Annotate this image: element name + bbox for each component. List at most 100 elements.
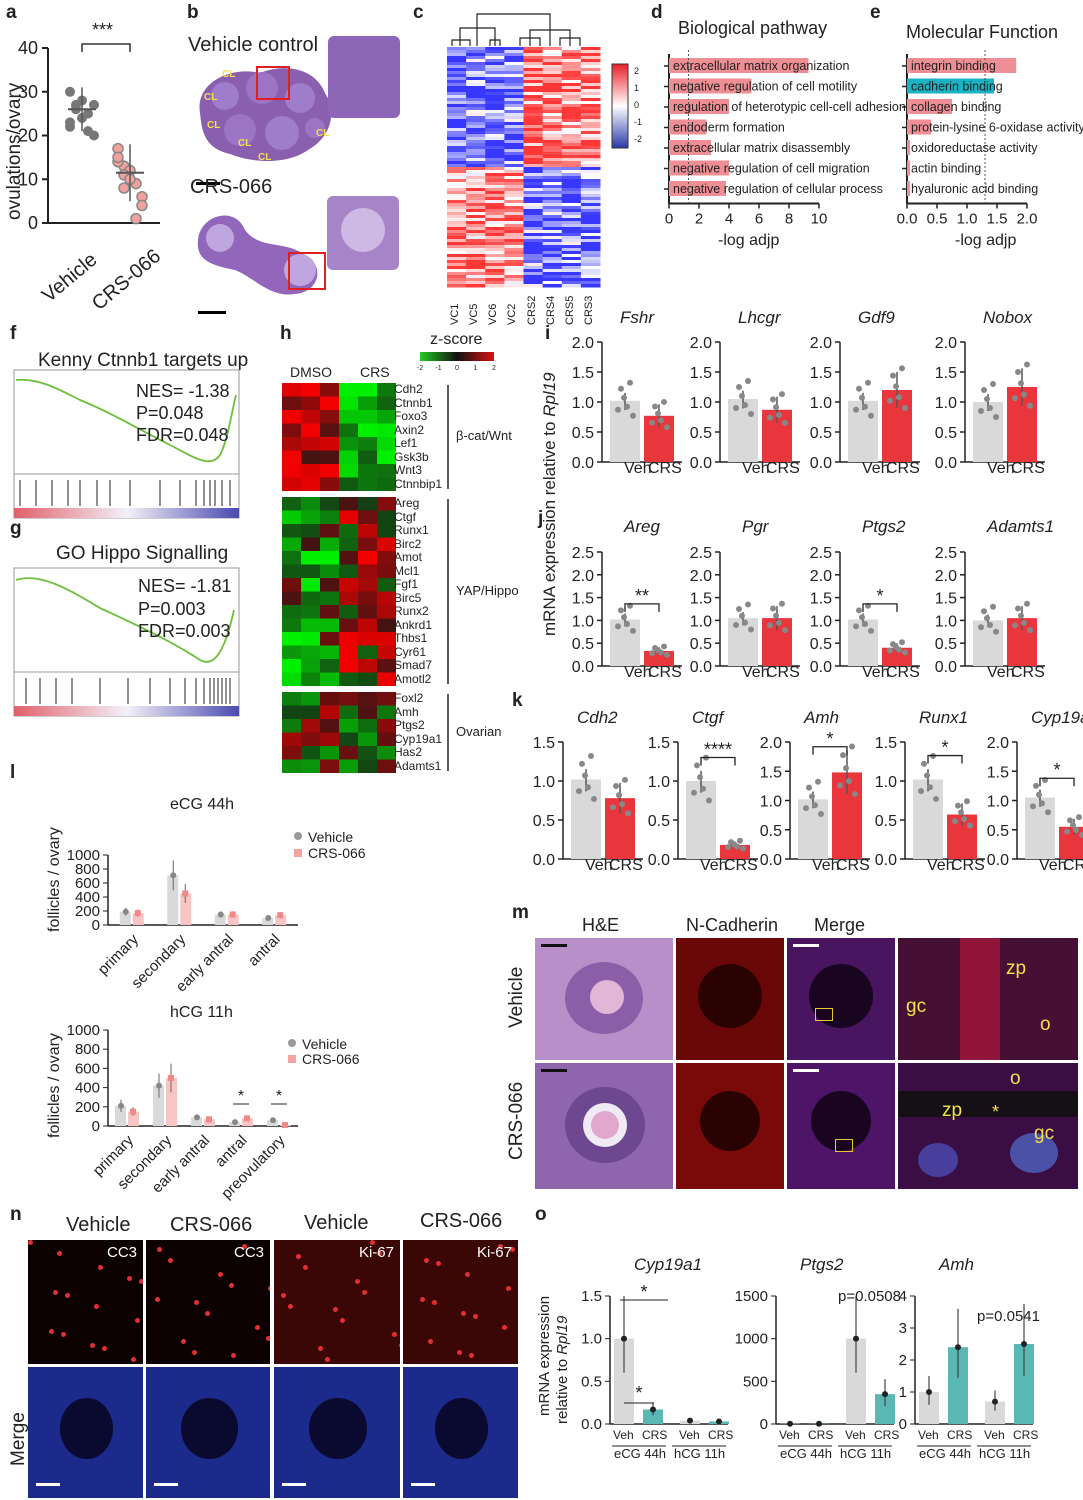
heatmap-cell <box>485 170 505 174</box>
heatmap-cell <box>542 209 563 213</box>
heatmap-cell <box>320 732 339 746</box>
heatmap-cell <box>339 564 358 578</box>
data-point <box>856 385 862 392</box>
x-tick-label: 8 <box>785 211 793 228</box>
heatmap-cell <box>561 53 582 57</box>
gene-label: Thbs1 <box>394 631 428 645</box>
gene-title: Cdh2 <box>577 708 618 727</box>
y-tick-label: 0.0 <box>875 852 897 869</box>
y-tick-label: 800 <box>75 861 100 878</box>
heatmap-cell <box>485 203 505 207</box>
heatmap-cell <box>523 68 544 72</box>
y-tick-label: 0.5 <box>690 636 712 653</box>
heatmap-cell <box>523 242 544 246</box>
panel-e-xlabel: -log adjp <box>955 232 1017 249</box>
heatmap-cell <box>504 239 524 243</box>
fluorescence-tile: Ki-67 <box>274 1240 400 1364</box>
sig-bracket <box>1039 777 1075 787</box>
heatmap-cell <box>523 197 544 201</box>
heatmap-cell <box>561 80 582 84</box>
heatmap-cell <box>523 161 544 165</box>
y-tick-label: 1.0 <box>875 774 897 791</box>
heatmap-cell <box>523 281 544 285</box>
gene-label: Foxo3 <box>394 409 428 423</box>
heatmap-cell <box>561 272 582 276</box>
data-point <box>649 419 655 426</box>
data-point-vehicle <box>71 104 81 115</box>
stain-label: Ki-67 <box>476 1244 512 1261</box>
heatmap-cell <box>523 80 544 84</box>
heatmap-cell <box>447 80 467 84</box>
group-label: Veh <box>984 1428 1005 1442</box>
bar <box>669 99 729 114</box>
heatmap-cell <box>339 578 358 592</box>
y-tick-label: 1.0 <box>581 1331 602 1348</box>
heatmap-cell <box>523 251 544 255</box>
heatmap-cell <box>485 275 505 279</box>
heatmap-cell <box>447 110 467 114</box>
legend-crs: CRS-066 <box>308 845 366 861</box>
heatmap-cell <box>282 537 301 551</box>
heatmap-cell <box>580 266 601 270</box>
y-tick-label: 0.0 <box>572 659 594 676</box>
heatmap-cell <box>485 251 505 255</box>
ovary-crs-image <box>190 200 330 300</box>
bar-crs <box>882 390 912 462</box>
bar-crs <box>166 1078 177 1126</box>
data-point <box>868 412 874 419</box>
heatmap-cell <box>358 464 377 478</box>
data-point <box>852 791 858 798</box>
data-point <box>700 785 706 792</box>
heatmap-cell <box>542 53 563 57</box>
m-ncad-vehicle <box>676 938 784 1060</box>
heatmap-cell <box>447 134 467 138</box>
sig-label: **** <box>704 740 732 760</box>
heatmap-cell <box>358 692 377 706</box>
heatmap-cell <box>580 284 601 288</box>
group-label-veh: Veh <box>585 857 613 874</box>
data-point <box>933 795 939 802</box>
y-tick-label: 0.5 <box>690 425 712 442</box>
heatmap-cell <box>561 182 582 186</box>
heatmap-cell <box>561 83 582 87</box>
data-point <box>846 778 852 785</box>
heatmap-cell <box>542 176 563 180</box>
panel-label-k: k <box>512 690 523 711</box>
heatmap-cell <box>523 278 544 282</box>
annot-o: o <box>1040 1014 1051 1035</box>
heatmap-cell <box>301 450 320 464</box>
cl-label: CL <box>222 69 236 80</box>
heatmap-cell <box>339 618 358 632</box>
condition-label: hCG 11h <box>840 1446 892 1461</box>
data-point <box>576 788 582 795</box>
panel-m-col-merge: Merge <box>814 915 866 935</box>
scale-bar <box>196 182 220 185</box>
group-label-crs: CRS <box>886 460 920 477</box>
heatmap-cell <box>523 218 544 222</box>
data-point-crs <box>136 199 148 212</box>
heatmap-cell <box>282 618 301 632</box>
heatmap-cell <box>447 197 467 201</box>
data-point-crs <box>112 156 124 168</box>
annot-gc: gc <box>906 996 927 1017</box>
y-tick-label: 1.5 <box>572 591 594 608</box>
bar-vehicle <box>229 1122 240 1126</box>
data-point <box>984 615 990 622</box>
heatmap-cell <box>561 215 582 219</box>
heatmap-cell <box>561 239 582 243</box>
data-point <box>739 393 745 399</box>
heatmap-cell <box>580 197 601 201</box>
heatmap-cell <box>358 437 377 451</box>
heatmap-cell <box>466 197 486 201</box>
sig-bracket <box>81 43 131 52</box>
group-label: CRS <box>1013 1428 1039 1442</box>
y-tick-label: 1.0 <box>533 774 555 791</box>
heatmap-cell <box>339 605 358 619</box>
heatmap-cell <box>561 221 582 225</box>
heatmap-cell <box>485 116 505 120</box>
heatmap-cell <box>542 155 563 159</box>
data-point <box>130 1108 136 1115</box>
bar-crs <box>132 913 144 925</box>
zoom-box <box>288 252 326 290</box>
group-label-crs: CRS <box>648 460 682 477</box>
